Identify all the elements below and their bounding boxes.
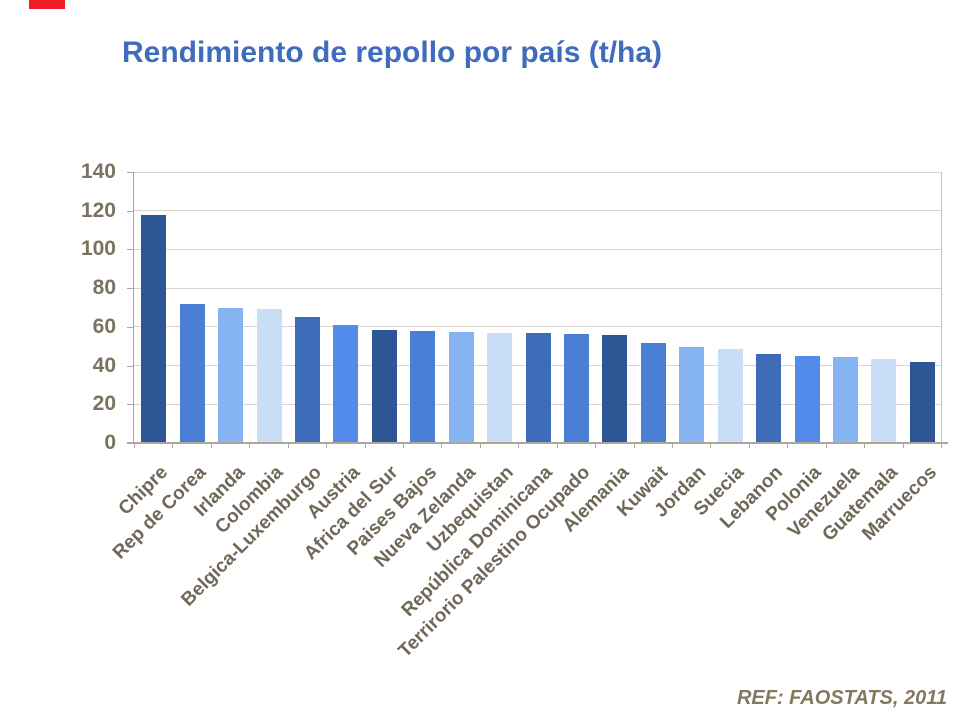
x-axis-tick-mark bbox=[134, 443, 135, 448]
x-axis-tick-mark bbox=[172, 443, 174, 448]
x-axis-tick-mark bbox=[287, 443, 289, 448]
y-axis-tick-label: 20 bbox=[92, 392, 116, 416]
bar-Colombia bbox=[256, 309, 282, 443]
bar-Africa del Sur bbox=[371, 329, 397, 443]
bar-Irlanda bbox=[218, 307, 244, 443]
y-axis-tick-label: 0 bbox=[104, 431, 116, 454]
y-axis-line bbox=[133, 172, 134, 443]
x-axis-line bbox=[127, 442, 948, 444]
y-axis-tick-mark bbox=[127, 288, 134, 290]
x-axis-tick-mark bbox=[403, 443, 404, 448]
x-axis-tick-mark bbox=[595, 443, 597, 448]
bar-Venezuela bbox=[832, 356, 858, 443]
bar-Guatemala bbox=[871, 358, 897, 443]
bar-Lebanon bbox=[756, 353, 782, 443]
y-axis-tick-mark bbox=[127, 210, 134, 212]
y-axis-tick-mark bbox=[127, 404, 134, 406]
chart-title: Rendimiento de repollo por país (t/ha) bbox=[122, 36, 663, 69]
y-axis-tick-mark bbox=[127, 172, 134, 173]
x-axis-tick-mark bbox=[633, 443, 635, 448]
red-accent-mark bbox=[29, 0, 65, 9]
x-axis-tick-mark bbox=[326, 443, 328, 448]
bar-Belgica-Luxemburgo bbox=[294, 317, 320, 443]
bar-Chipre bbox=[141, 214, 167, 443]
bar-Suecia bbox=[717, 349, 743, 443]
y-axis-tick-label: 40 bbox=[92, 353, 116, 377]
gridline-120 bbox=[134, 210, 941, 212]
x-axis-tick-mark bbox=[364, 443, 366, 448]
x-axis-tick-mark bbox=[710, 443, 712, 448]
bar-Paises Bajos bbox=[410, 330, 436, 443]
y-axis-tick-label: 100 bbox=[80, 237, 116, 261]
gridline-60 bbox=[134, 326, 941, 328]
x-axis-tick-mark bbox=[902, 443, 904, 448]
bar-Jordan bbox=[679, 347, 705, 443]
bar-Kuwait bbox=[640, 343, 666, 443]
y-axis-tick-label: 120 bbox=[80, 198, 116, 222]
x-axis-tick-mark bbox=[556, 443, 558, 448]
x-axis-tick-mark bbox=[748, 443, 750, 448]
y-axis-tick-label: 80 bbox=[92, 276, 116, 300]
bar-Rep de Corea bbox=[179, 303, 205, 443]
gridline-100 bbox=[134, 248, 941, 250]
y-axis-tick-mark bbox=[127, 249, 134, 251]
bar-República Dominicana bbox=[525, 332, 551, 443]
gridline-80 bbox=[134, 287, 941, 289]
bar-Alemania bbox=[602, 334, 628, 443]
bar-Austria bbox=[333, 324, 359, 443]
y-axis-tick-label: 140 bbox=[80, 160, 116, 183]
bar-Nueva Zelanda bbox=[448, 331, 474, 443]
bar-Uzbequistan bbox=[487, 332, 513, 443]
x-axis-tick-mark bbox=[441, 443, 443, 448]
x-axis-tick-mark bbox=[825, 443, 827, 448]
x-axis-tick-mark bbox=[210, 443, 212, 448]
bar-Marruecos bbox=[909, 361, 935, 443]
x-axis-tick-mark bbox=[787, 443, 789, 448]
reference-note: REF: FAOSTATS, 2011 bbox=[736, 687, 947, 709]
y-axis-tick-label: 60 bbox=[92, 314, 116, 338]
y-axis-tick-mark bbox=[127, 326, 134, 328]
x-axis-tick-mark bbox=[672, 443, 673, 448]
y-axis-tick-mark bbox=[127, 365, 134, 367]
bar-Polonia bbox=[794, 355, 820, 443]
x-axis-tick-mark bbox=[479, 443, 481, 448]
plot-right-border bbox=[941, 172, 942, 443]
bar-Terrirorio Palestino Ocupado bbox=[563, 333, 589, 443]
x-axis-tick-mark bbox=[864, 443, 866, 448]
x-axis-tick-mark bbox=[941, 443, 942, 448]
x-axis-tick-mark bbox=[249, 443, 251, 448]
gridline-140 bbox=[134, 171, 941, 173]
x-axis-tick-mark bbox=[518, 443, 520, 448]
